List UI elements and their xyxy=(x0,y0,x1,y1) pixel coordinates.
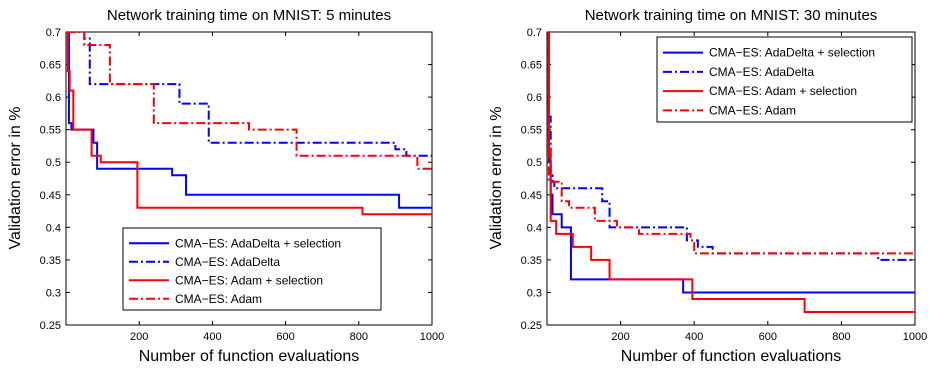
y-tick-label: 0.4 xyxy=(527,222,542,234)
y-tick-label: 0.5 xyxy=(527,157,542,169)
y-tick-label: 0.65 xyxy=(521,60,542,72)
legend-label: CMA−ES: Adam + selection xyxy=(175,273,323,287)
y-axis-label: Validation error in % xyxy=(488,107,505,250)
y-tick-label: 0.65 xyxy=(40,60,61,72)
legend-box xyxy=(122,227,382,311)
legend-label: CMA−ES: AdaDelta + selection xyxy=(175,236,341,250)
x-tick-label: 200 xyxy=(611,331,629,343)
chart-title: Network training time on MNIST: 30 minut… xyxy=(585,7,878,24)
x-tick-label: 400 xyxy=(685,331,703,343)
legend-label: CMA−ES: Adam + selection xyxy=(709,84,857,98)
legend-label: CMA−ES: Adam xyxy=(709,103,796,117)
legend-label: CMA−ES: AdaDelta + selection xyxy=(709,46,875,60)
x-tick-label: 600 xyxy=(759,331,777,343)
legend: CMA−ES: AdaDelta + selection CMA−ES: AdaD… xyxy=(122,227,382,311)
y-tick-label: 0.45 xyxy=(40,190,61,202)
y-axis-label: Validation error in % xyxy=(7,107,24,250)
y-tick-label: 0.5 xyxy=(46,157,61,169)
legend-label: CMA−ES: Adam xyxy=(175,292,262,306)
legend-label: CMA−ES: AdaDelta xyxy=(175,255,280,269)
y-tick-label: 0.45 xyxy=(521,190,542,202)
y-tick-label: 0.35 xyxy=(521,255,542,267)
y-tick-label: 0.6 xyxy=(527,92,542,104)
y-tick-label: 0.25 xyxy=(521,320,542,332)
x-tick-label: 1000 xyxy=(420,331,444,343)
series-line xyxy=(547,32,915,255)
legend-box xyxy=(656,36,913,123)
tick-group: 0.25 0.3 0.35 0.4 0.45 0.5 0.55 0.6 0.65 0.7 200 40… xyxy=(40,27,445,343)
x-tick-label: 200 xyxy=(130,331,148,343)
series-line xyxy=(547,32,915,313)
tick-group: 0.25 0.3 0.35 0.4 0.45 0.5 0.55 0.6 0.65 0.7 200 40… xyxy=(521,27,928,343)
x-tick-label: 800 xyxy=(832,331,850,343)
y-tick-label: 0.35 xyxy=(40,255,61,267)
y-tick-label: 0.7 xyxy=(46,27,61,39)
y-tick-label: 0.6 xyxy=(46,92,61,104)
y-tick-label: 0.25 xyxy=(40,320,61,332)
legend: CMA−ES: AdaDelta + selection CMA−ES: AdaD… xyxy=(656,36,913,123)
legend-label: CMA−ES: AdaDelta xyxy=(709,65,814,79)
y-tick-label: 0.4 xyxy=(46,222,61,234)
y-tick-label: 0.3 xyxy=(527,287,542,299)
y-tick-label: 0.55 xyxy=(40,125,61,137)
y-tick-label: 0.55 xyxy=(521,125,542,137)
x-tick-label: 400 xyxy=(203,331,221,343)
chart-left: Network training time on MNIST: 5 minute… xyxy=(7,7,444,365)
series-line xyxy=(66,32,432,216)
series-group xyxy=(547,32,915,313)
x-tick-label: 800 xyxy=(350,331,368,343)
series-group xyxy=(66,32,432,216)
chart-right: Network training time on MNIST: 30 minut… xyxy=(488,7,927,365)
x-tick-label: 600 xyxy=(276,331,294,343)
y-tick-label: 0.3 xyxy=(46,287,61,299)
y-tick-label: 0.7 xyxy=(527,27,542,39)
chart-title: Network training time on MNIST: 5 minute… xyxy=(107,7,391,24)
x-axis-label: Number of function evaluations xyxy=(139,348,360,365)
x-axis-label: Number of function evaluations xyxy=(621,348,842,365)
series-line xyxy=(66,32,432,170)
x-tick-label: 1000 xyxy=(903,331,927,343)
